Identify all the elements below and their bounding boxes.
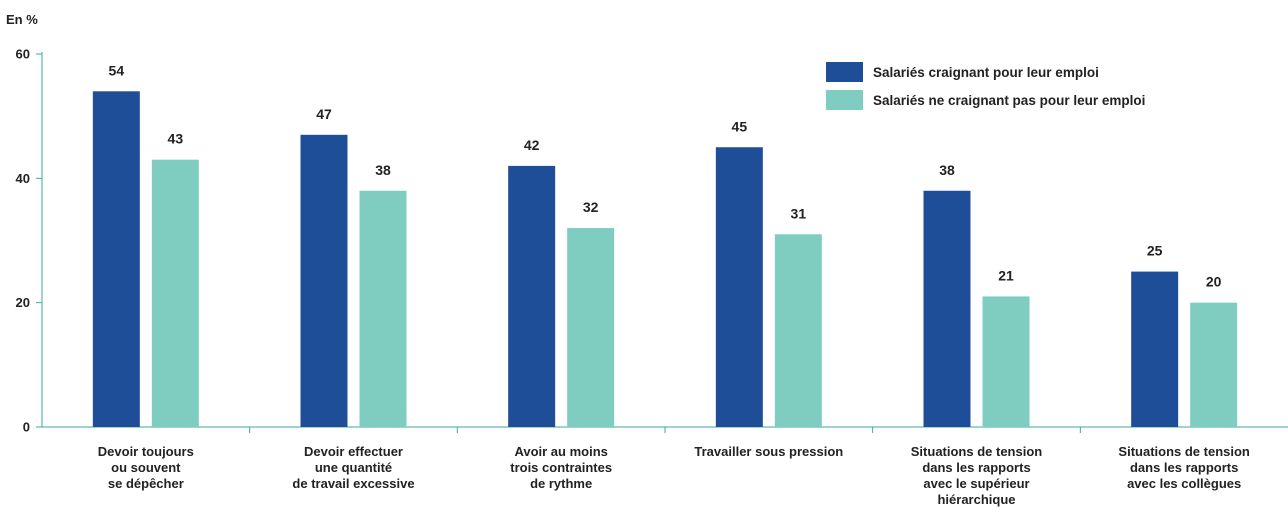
bar <box>1131 271 1179 427</box>
legend-label: Salariés ne craignant pas pour leur empl… <box>873 93 1145 108</box>
data-label: 32 <box>583 199 599 215</box>
bar <box>151 159 199 427</box>
category-labels: Devoir toujours ou souvent se dépêcher Devo… <box>98 444 1250 507</box>
legend: Salariés craignant pour leur emploi Salar… <box>826 62 1145 110</box>
y-tick-label: 60 <box>16 47 30 62</box>
data-label: 38 <box>375 162 391 178</box>
legend-swatch <box>826 62 863 82</box>
data-label: 47 <box>316 106 332 122</box>
data-label: 20 <box>1206 274 1222 290</box>
bar <box>92 91 140 428</box>
x-category-label: Situations de tension dans les rapports av… <box>1118 444 1250 491</box>
bar <box>508 165 556 427</box>
data-label: 38 <box>939 162 955 178</box>
data-label: 43 <box>168 131 184 147</box>
bar <box>300 134 348 428</box>
y-tick-label: 0 <box>23 420 30 435</box>
data-label: 42 <box>524 137 540 153</box>
x-category-label: Devoir effectuer une quantité de travail e… <box>292 444 414 491</box>
y-unit-label: En % <box>6 12 38 27</box>
data-label: 31 <box>791 205 807 221</box>
legend-swatch <box>826 90 863 110</box>
bar <box>567 228 615 427</box>
bar <box>982 296 1030 427</box>
bar <box>923 190 971 427</box>
bar <box>359 190 407 427</box>
data-label: 21 <box>998 267 1014 283</box>
y-tick-label: 20 <box>16 295 30 310</box>
x-category-label: Travailler sous pression <box>694 444 843 459</box>
x-category-label: Devoir toujours ou souvent se dépêcher <box>98 444 194 491</box>
x-category-label: Avoir au moins trois contraintes de rythme <box>510 444 612 491</box>
x-category-label: Situations de tension dans les rapports av… <box>911 444 1043 507</box>
bars <box>92 91 1238 428</box>
value-labels: 54 43 47 38 42 32 45 31 38 21 25 20 <box>109 62 1222 289</box>
bar <box>774 234 822 427</box>
bar <box>1190 302 1238 427</box>
data-label: 54 <box>109 62 125 78</box>
data-label: 25 <box>1147 243 1163 259</box>
axes: 0 20 40 60 <box>16 47 1288 435</box>
bar <box>715 147 763 427</box>
data-label: 45 <box>732 118 748 134</box>
y-tick-label: 40 <box>16 171 30 186</box>
legend-label: Salariés craignant pour leur emploi <box>873 65 1099 80</box>
